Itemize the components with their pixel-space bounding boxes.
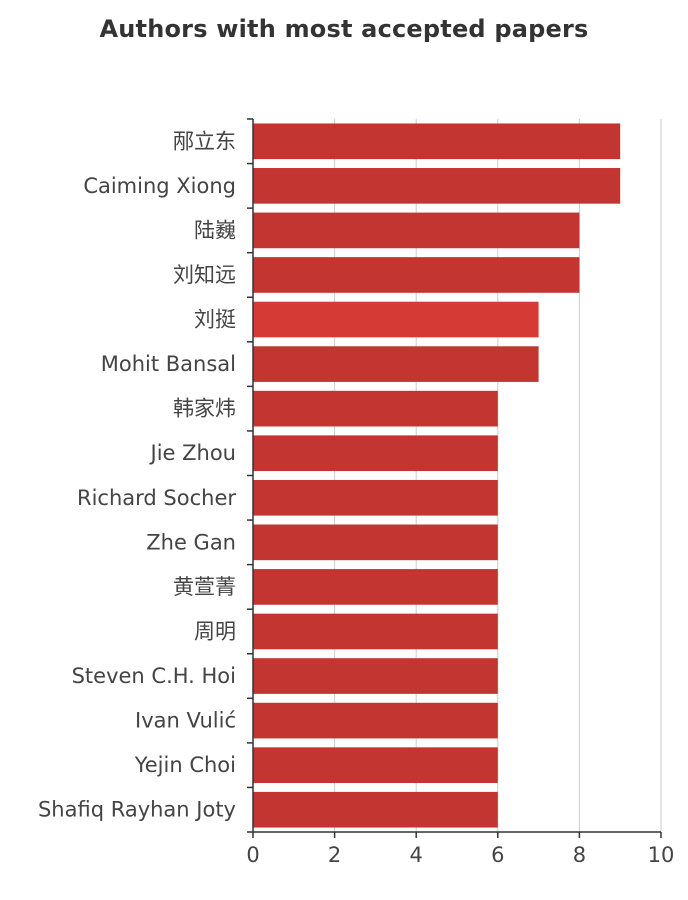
bar [253,702,498,739]
x-tick-label: 4 [410,843,423,867]
bar [253,569,498,605]
bar [253,301,539,338]
category-label: Yejin Choi [134,753,236,777]
category-label: Steven C.H. Hoi [72,664,236,688]
category-label: Mohit Bansal [101,352,236,376]
category-label: Ivan Vulić [135,709,236,733]
bar [253,791,498,828]
axes: 0 2 4 6 8 10 [246,118,675,867]
x-tick-label: 2 [328,843,341,867]
bar [253,168,621,204]
category-label: 邴立东 [173,129,236,153]
bar [253,479,498,516]
category-label: 周明 [194,619,236,643]
chart-title: Authors with most accepted papers [99,15,589,43]
bar [253,212,580,249]
x-tick-label: 6 [491,843,504,867]
bar [253,747,498,783]
category-label: Jie Zhou [149,441,236,465]
category-label: Zhe Gan [146,530,236,554]
bar [253,390,498,427]
category-label: 陆巍 [194,218,236,242]
bar [253,613,498,650]
category-label: 韩家炜 [173,397,236,421]
category-label: Richard Socher [77,486,236,510]
x-tick-label: 8 [573,843,586,867]
bar [253,346,539,382]
category-label: Caiming Xiong [83,174,236,198]
bar [253,524,498,561]
bar [253,123,621,160]
x-tick-label: 10 [648,843,675,867]
x-tick-label: 0 [246,843,259,867]
bar [253,257,580,293]
category-label: 刘知远 [173,263,236,287]
category-label: Shafiq Rayhan Joty [38,798,236,822]
bars [253,123,621,828]
bar [253,435,498,472]
category-label: 刘挺 [194,308,236,332]
category-label: 黄萱菁 [173,575,236,599]
bar [253,658,498,694]
